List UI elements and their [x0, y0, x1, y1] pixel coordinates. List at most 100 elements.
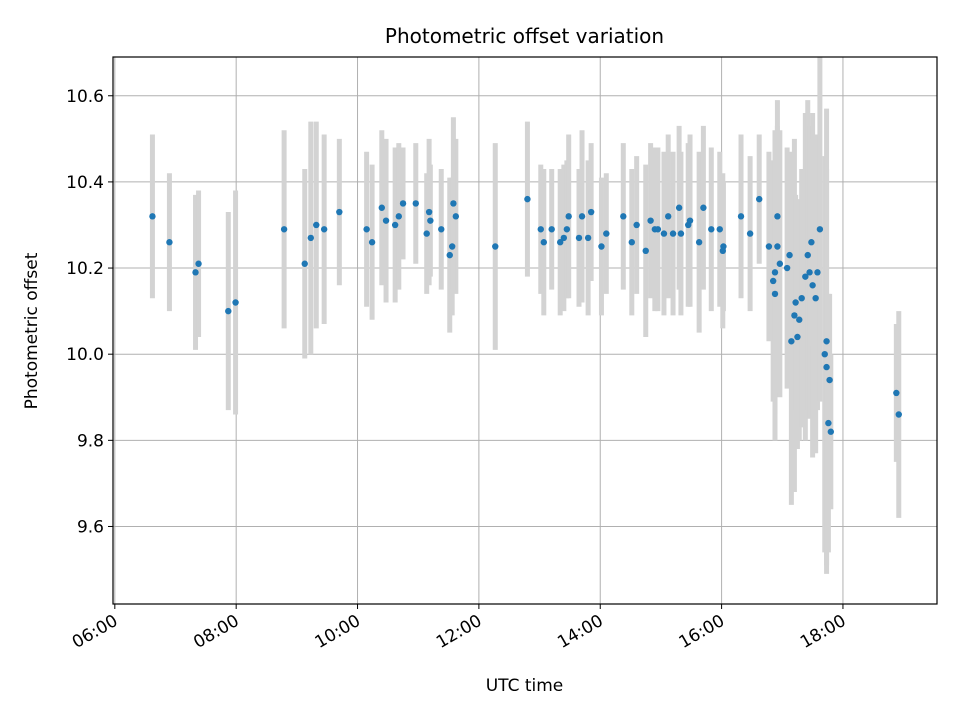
- data-point: [587, 208, 595, 216]
- data-point: [774, 243, 781, 250]
- data-point: [399, 200, 407, 207]
- data-point: [788, 338, 795, 345]
- data-point: [363, 226, 370, 233]
- data-point: [556, 239, 564, 246]
- data-point: [783, 264, 791, 272]
- data-point: [438, 226, 445, 233]
- data-point: [812, 294, 819, 302]
- data-point: [786, 251, 793, 259]
- data-point: [808, 239, 815, 246]
- data-point: [664, 213, 672, 220]
- data-point: [446, 251, 453, 259]
- data-point: [192, 269, 199, 276]
- plot-frame: [112, 56, 938, 605]
- x-axis-label: UTC time: [486, 676, 564, 696]
- y-axis-label: Photometric offset: [22, 252, 42, 409]
- data-point: [391, 221, 399, 229]
- data-point: [382, 217, 390, 224]
- data-point: [769, 277, 777, 285]
- data-point: [809, 282, 816, 289]
- data-point: [540, 239, 548, 246]
- data-point: [686, 217, 694, 224]
- data-point: [425, 208, 433, 216]
- data-point: [798, 294, 805, 302]
- data-point: [893, 389, 900, 397]
- data-point: [677, 230, 685, 237]
- data-point: [719, 247, 727, 255]
- y-tick-label: 10.4: [66, 173, 104, 193]
- data-point: [825, 419, 832, 427]
- y-tick-label: 9.8: [77, 431, 104, 451]
- data-point: [524, 195, 531, 203]
- data-point: [548, 226, 555, 233]
- data-point: [565, 213, 572, 220]
- data-point: [700, 204, 707, 211]
- data-point: [450, 200, 457, 207]
- data-point: [716, 226, 723, 233]
- data-point: [821, 350, 828, 358]
- data-point: [823, 338, 830, 345]
- data-point: [301, 260, 308, 267]
- data-point: [816, 226, 824, 233]
- data-point: [563, 226, 571, 233]
- data-point: [578, 213, 586, 220]
- data-point: [708, 226, 715, 233]
- data-point: [827, 428, 835, 435]
- data-point: [448, 243, 456, 250]
- data-point: [232, 299, 239, 306]
- data-point: [412, 200, 419, 207]
- data-point: [647, 217, 654, 224]
- data-point: [423, 230, 430, 237]
- data-point: [584, 234, 592, 242]
- data-point: [823, 363, 830, 371]
- data-point: [774, 213, 781, 220]
- data-point: [336, 208, 343, 216]
- data-point: [603, 230, 610, 237]
- data-point: [826, 376, 833, 384]
- y-tick-label: 10.2: [66, 259, 104, 279]
- data-point: [660, 230, 668, 237]
- data-point: [320, 226, 328, 233]
- data-point: [368, 239, 376, 246]
- data-point: [149, 213, 156, 220]
- data-point: [794, 333, 801, 341]
- data-point: [280, 226, 288, 233]
- y-tick-label: 10.6: [66, 87, 104, 107]
- data-point: [492, 243, 499, 250]
- data-point: [746, 230, 754, 237]
- data-point: [307, 234, 315, 242]
- y-tick-label: 9.6: [77, 517, 104, 537]
- data-point: [791, 312, 798, 319]
- data-point: [537, 226, 544, 233]
- data-point: [814, 269, 821, 276]
- data-point: [628, 239, 635, 246]
- data-point: [806, 269, 813, 276]
- data-point: [642, 247, 649, 255]
- data-point: [395, 213, 402, 220]
- data-point: [560, 234, 568, 242]
- data-point: [598, 243, 605, 250]
- data-point: [195, 260, 202, 267]
- data-point: [792, 299, 799, 306]
- data-point: [633, 221, 640, 229]
- y-tick-label: 10.0: [66, 345, 104, 365]
- data-point: [804, 251, 811, 259]
- data-point: [575, 234, 583, 242]
- chart-title: Photometric offset variation: [385, 24, 664, 48]
- data-points: [149, 195, 902, 435]
- data-point: [737, 213, 745, 220]
- data-point: [620, 213, 627, 220]
- data-point: [669, 230, 677, 237]
- data-point: [225, 307, 232, 315]
- data-point: [776, 260, 784, 267]
- data-point: [313, 221, 320, 229]
- data-point: [765, 243, 773, 250]
- data-point: [796, 316, 803, 323]
- data-point: [802, 273, 809, 280]
- data-point: [654, 226, 662, 233]
- data-point: [166, 239, 173, 246]
- data-point: [452, 213, 460, 220]
- data-point: [427, 217, 434, 224]
- data-point: [895, 411, 902, 418]
